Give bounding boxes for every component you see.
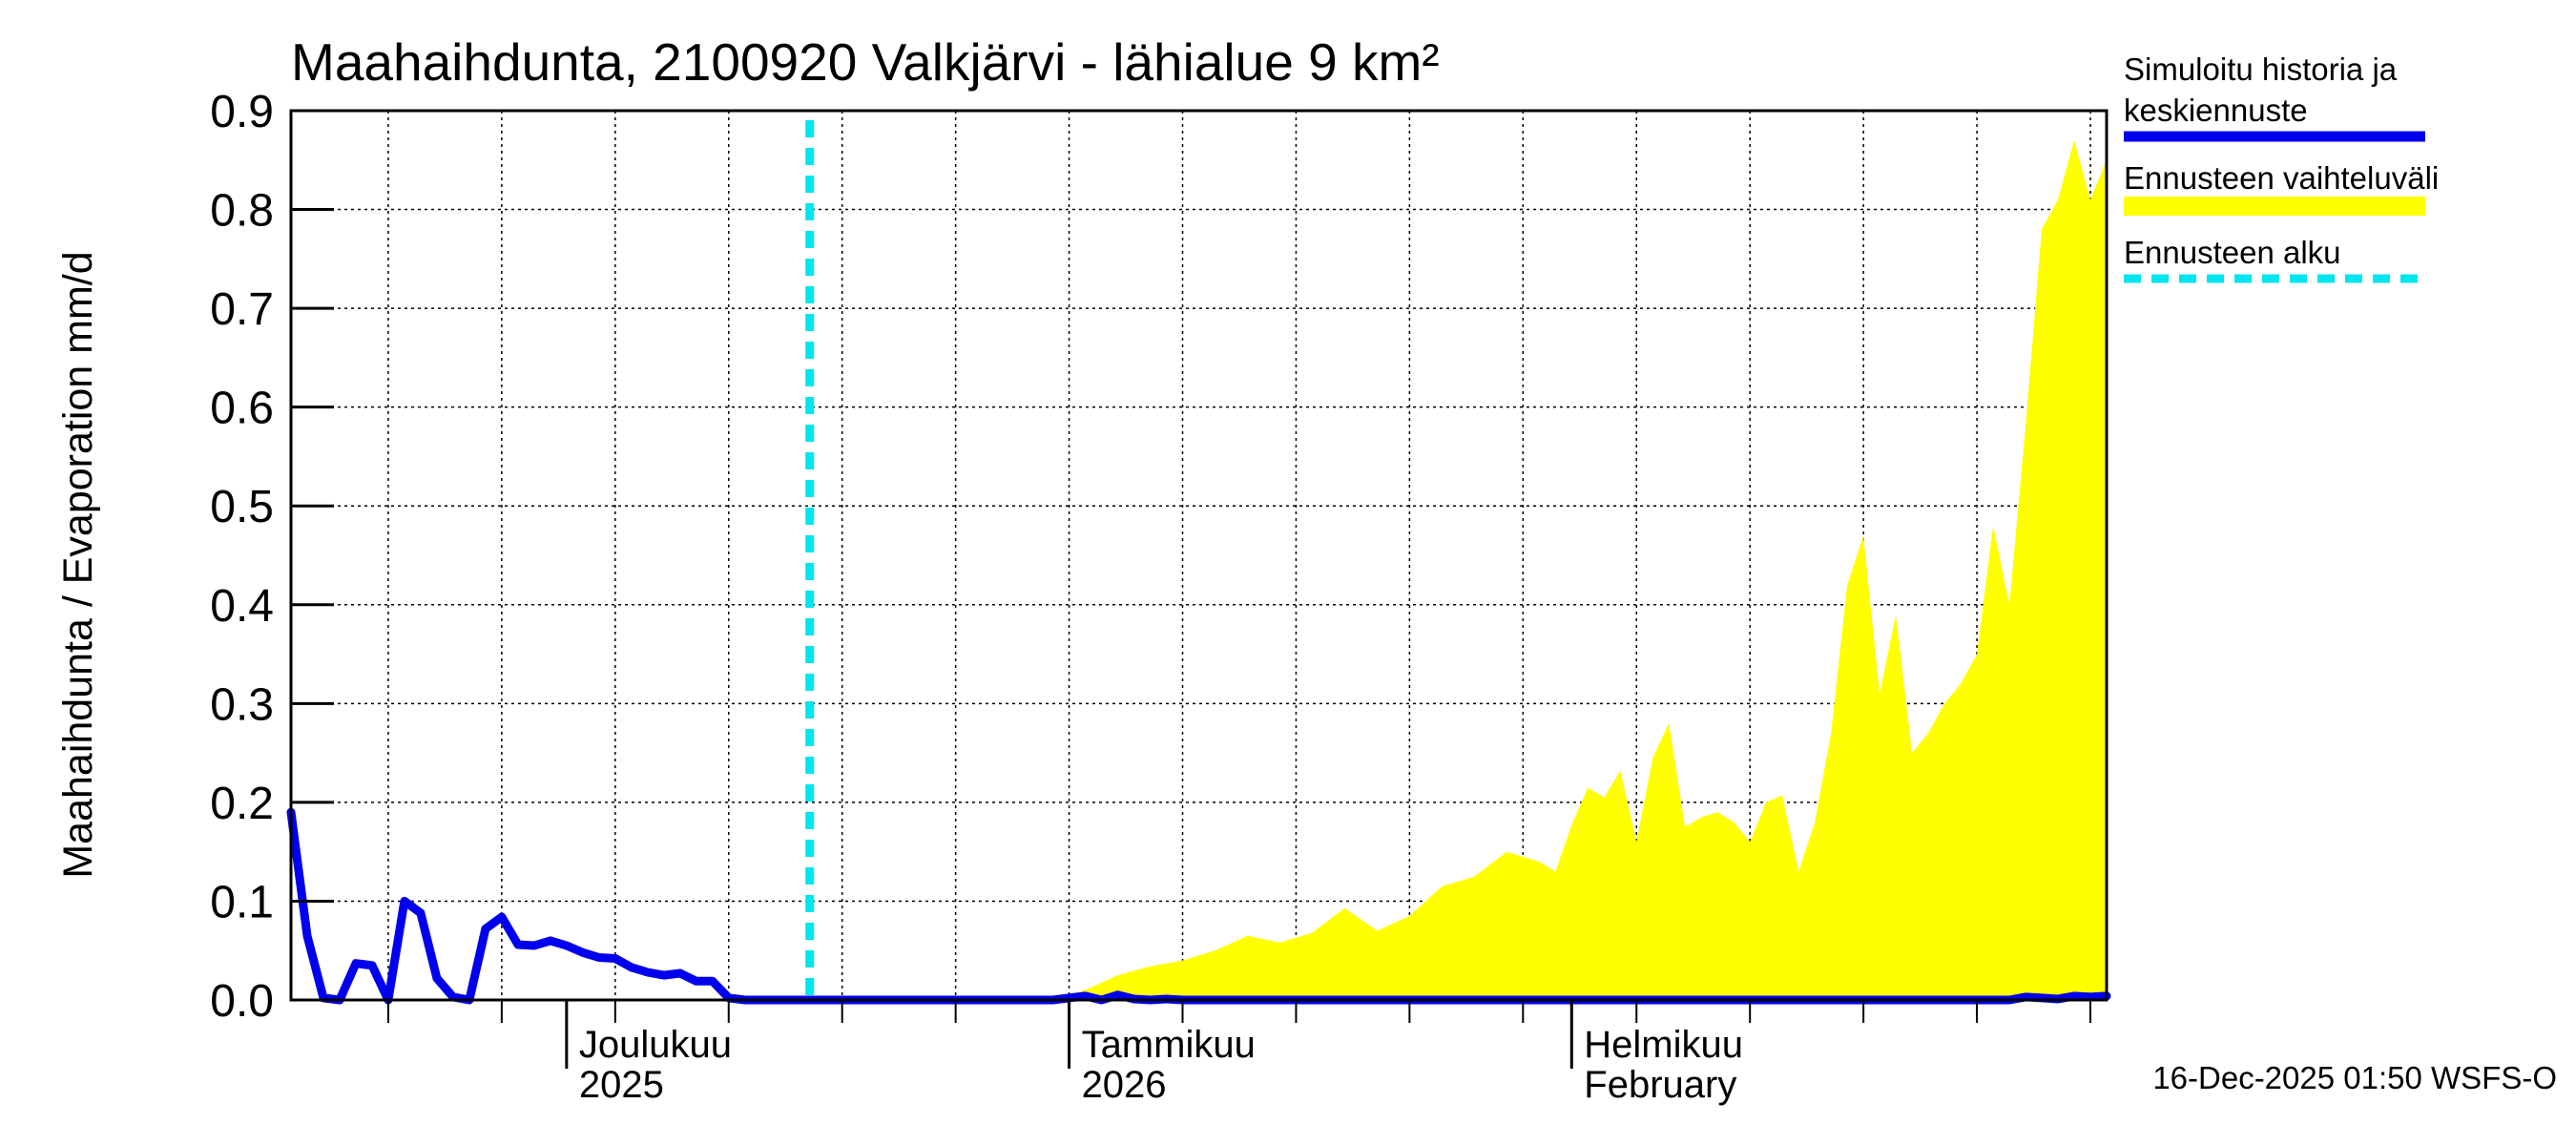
legend: Simuloitu historia ja keskiennuste Ennus… (2124, 52, 2439, 283)
y-tick-label: 0.6 (210, 384, 274, 434)
y-tick-label: 0.1 (210, 877, 274, 927)
y-tick-label: 0.2 (210, 779, 274, 829)
y-axis-ticks: 0.0 0.1 0.2 0.3 0.4 0.5 0.6 0.7 0.8 0.9 (210, 87, 334, 1027)
forecast-range-area (1052, 140, 2107, 1001)
legend-label-forecast-start: Ennusteen alku (2124, 235, 2341, 270)
chart-title: Maahaihdunta, 2100920 Valkjärvi - lähial… (291, 32, 1440, 92)
y-tick-label: 0.8 (210, 186, 274, 237)
y-tick-label: 0.7 (210, 284, 274, 335)
x-month-label-2: 2026 (1082, 1064, 1167, 1106)
x-month-label: Joulukuu (579, 1024, 732, 1066)
x-month-label-2: 2025 (579, 1064, 664, 1106)
y-axis-label: Maahaihdunta / Evaporation mm/d (55, 251, 101, 878)
footer-timestamp: 16-Dec-2025 01:50 WSFS-O (2152, 1060, 2557, 1095)
x-month-label: Tammikuu (1082, 1024, 1256, 1066)
legend-label-simulated: Simuloitu historia ja (2124, 52, 2398, 87)
forecast-range-band (1052, 140, 2107, 1001)
y-tick-label: 0.3 (210, 679, 274, 730)
legend-label-simulated-2: keskiennuste (2124, 93, 2308, 128)
x-month-label-2: February (1584, 1064, 1736, 1106)
x-month-label: Helmikuu (1584, 1024, 1743, 1066)
y-tick-label: 0.0 (210, 976, 274, 1027)
y-tick-label: 0.9 (210, 87, 274, 137)
y-tick-label: 0.4 (210, 581, 274, 632)
plot-frame (289, 109, 2109, 1002)
y-tick-label: 0.5 (210, 482, 274, 532)
legend-label-range: Ennusteen vaihteluväli (2124, 160, 2439, 196)
